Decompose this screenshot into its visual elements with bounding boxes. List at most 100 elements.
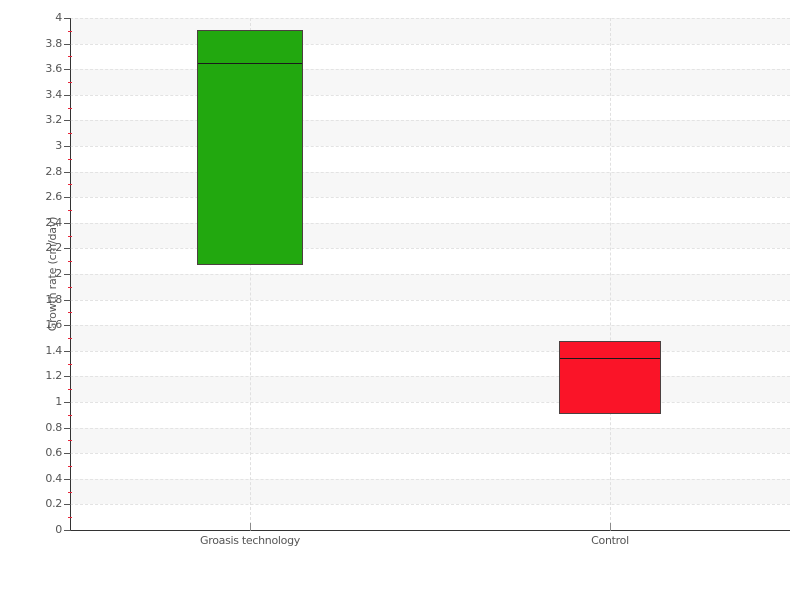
data-box [197,29,303,266]
plot-band [70,478,790,505]
y-tick-major [64,504,71,506]
grid-line-horizontal [70,350,790,352]
grid-line-horizontal [70,427,790,429]
y-tick-major [64,69,71,71]
grid-line-horizontal [70,453,790,455]
y-tick-minor [68,184,72,186]
y-tick-minor [68,261,72,263]
x-tick-mark [250,523,251,531]
y-tick-major [64,325,71,327]
plot-band [70,171,790,198]
plot-area [70,18,790,530]
y-tick-major [64,453,71,455]
y-tick-major [64,427,71,429]
y-tick-label: 1 [55,395,62,408]
median-line [560,358,660,360]
grid-line-horizontal [70,94,790,96]
grid-line-horizontal [70,376,790,378]
y-tick-minor [68,30,72,32]
plot-band [70,376,790,402]
y-tick-major [64,120,71,122]
y-tick-major [64,402,71,403]
grid-line-horizontal [70,274,790,275]
y-tick-minor [68,158,72,160]
grid-line-horizontal [70,146,790,147]
grid-line-horizontal [70,171,790,173]
y-tick-major [64,350,71,352]
y-tick-major [64,171,71,173]
y-tick-label: 0 [55,523,62,536]
y-tick-label: 2.2 [45,241,62,255]
y-tick-minor [68,210,72,211]
x-axis-line [70,530,790,531]
y-tick-label: 1.6 [45,318,62,332]
y-tick-label: 2.6 [45,190,62,204]
y-tick-major [64,197,71,199]
y-tick-label: 0.4 [45,471,62,485]
y-tick-minor [68,82,72,83]
grid-line-horizontal [70,325,790,327]
plot-band [70,325,790,351]
y-tick-label: 2 [55,267,62,280]
x-tick-label: Control [591,534,629,547]
y-tick-minor [68,286,72,288]
y-tick-label: 1.4 [45,343,62,357]
y-tick-minor [68,235,72,237]
plot-band [70,69,790,95]
x-tick-label: Groasis technology [200,534,300,547]
y-tick-label: 3.6 [45,62,62,76]
y-tick-minor [68,338,72,339]
y-tick-label: 3.4 [45,87,62,101]
y-tick-label: 2.8 [45,164,62,178]
y-tick-minor [68,389,72,391]
y-tick-major [64,222,71,224]
y-tick-minor [68,363,72,365]
y-tick-label: 4 [55,11,62,24]
median-line [198,62,302,64]
y-tick-major [64,530,71,531]
y-tick-minor [68,517,72,519]
plot-band [70,427,790,454]
y-tick-major [64,478,71,480]
grid-line-horizontal [70,478,790,480]
y-tick-label: 3.2 [45,113,62,127]
y-tick-label: 2.4 [45,215,62,229]
y-tick-minor [68,414,72,416]
y-tick-minor [68,56,72,58]
plot-band [70,120,790,146]
y-tick-major [64,94,71,96]
y-tick-major [64,299,71,301]
grid-line-horizontal [70,402,790,403]
y-tick-minor [68,133,72,135]
grid-line-horizontal [70,43,790,45]
y-tick-minor [68,312,72,314]
plot-band [70,274,790,300]
y-tick-label: 3 [55,139,62,152]
grid-line-vertical [610,18,611,530]
plot-band [70,18,790,44]
y-tick-label: 0.6 [45,446,62,460]
y-tick-major [64,43,71,45]
y-tick-minor [68,491,72,493]
y-tick-label: 1.2 [45,369,62,383]
y-tick-major [64,248,71,250]
y-tick-minor [68,107,72,109]
y-tick-label: 0.8 [45,420,62,434]
grid-line-horizontal [70,504,790,506]
grid-line-horizontal [70,120,790,122]
y-tick-label: 1.8 [45,292,62,306]
y-tick-label: 3.8 [45,36,62,50]
y-tick-major [64,274,71,275]
plot-band [70,222,790,249]
grid-line-vertical [250,18,251,530]
grid-line-horizontal [70,299,790,301]
y-tick-label: 0.2 [45,497,62,511]
y-tick-major [64,376,71,378]
grid-line-horizontal [70,222,790,224]
y-tick-minor [68,466,72,467]
grid-line-horizontal [70,69,790,71]
y-tick-minor [68,440,72,442]
grid-line-horizontal [70,248,790,250]
x-tick-mark [610,523,611,531]
